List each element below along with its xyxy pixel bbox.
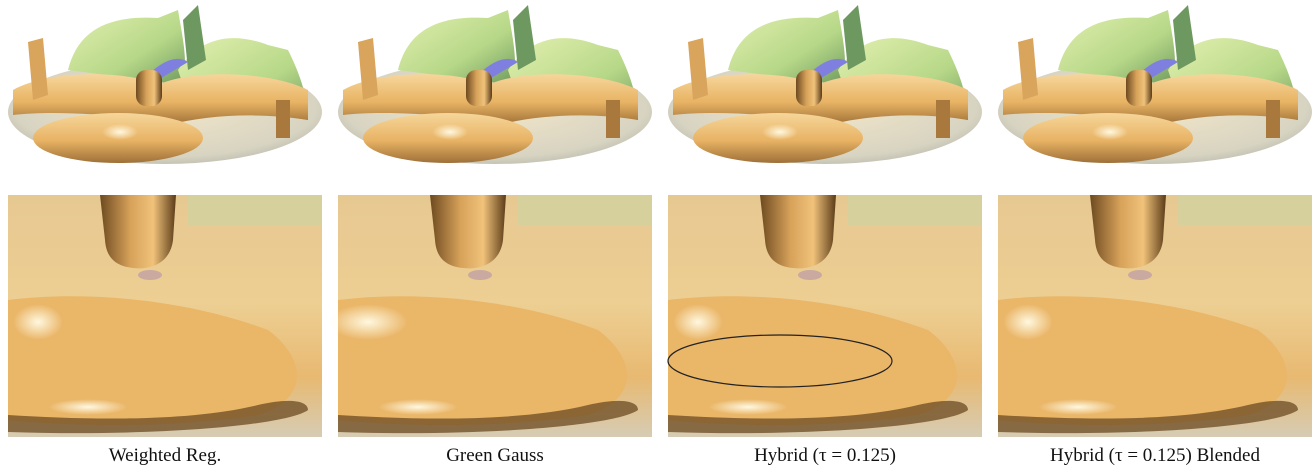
right-tab xyxy=(1266,100,1280,138)
tip xyxy=(138,270,162,280)
highlight xyxy=(432,124,468,140)
bulb xyxy=(100,195,176,268)
green-tint xyxy=(188,195,322,225)
highlight xyxy=(762,124,798,140)
panel: Weighted Reg. xyxy=(8,5,322,466)
panel: Hybrid (τ = 0.125) xyxy=(668,5,982,466)
caption: Green Gauss xyxy=(446,445,544,466)
cup xyxy=(136,70,162,106)
highlight xyxy=(1003,304,1053,340)
highlight xyxy=(1092,124,1128,140)
green-tint xyxy=(848,195,982,225)
cup xyxy=(466,70,492,106)
panel: Green Gauss xyxy=(328,5,652,466)
caption: Hybrid (τ = 0.125) Blended xyxy=(1050,445,1260,466)
highlight xyxy=(13,304,63,340)
cup xyxy=(1126,70,1152,106)
bulb xyxy=(760,195,836,268)
tip xyxy=(468,270,492,280)
bulb xyxy=(430,195,506,268)
highlight xyxy=(708,399,788,415)
caption: Hybrid (τ = 0.125) xyxy=(754,445,896,466)
right-tab xyxy=(606,100,620,138)
highlight xyxy=(1038,399,1118,415)
tip xyxy=(1128,270,1152,280)
figure: Weighted Reg. Green Gauss Hybrid (τ = 0.12… xyxy=(0,0,1314,472)
bulb xyxy=(1090,195,1166,268)
highlight xyxy=(48,399,128,415)
right-tab xyxy=(276,100,290,138)
green-tint xyxy=(1178,195,1312,225)
highlight xyxy=(102,124,138,140)
highlight xyxy=(378,399,458,415)
page: Weighted Reg. Green Gauss Hybrid (τ = 0.12… xyxy=(0,0,1314,472)
right-tab xyxy=(936,100,950,138)
green-tint xyxy=(518,195,652,225)
highlight xyxy=(328,304,408,340)
tip xyxy=(798,270,822,280)
cup xyxy=(796,70,822,106)
panel: Hybrid (τ = 0.125) Blended xyxy=(998,5,1312,466)
highlight xyxy=(673,304,723,340)
caption: Weighted Reg. xyxy=(109,445,221,466)
